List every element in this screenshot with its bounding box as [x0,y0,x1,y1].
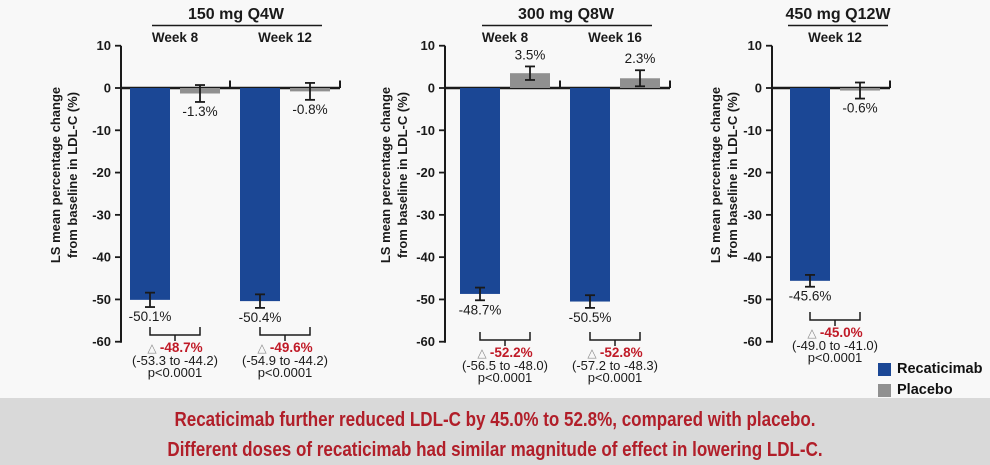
legend-item-placebo: Placebo [878,380,982,400]
panel-title: 150 mg Q4W [188,6,285,23]
y-tick-label: -40 [416,250,435,265]
value-label-placebo: -1.3% [182,104,217,119]
difference-label: △ -48.7% [147,340,202,355]
confidence-interval-label: (-57.2 to -48.3) [572,358,658,373]
value-label-placebo: -0.6% [842,101,877,116]
y-tick-label: -60 [416,334,435,349]
y-tick-label: -20 [416,165,435,180]
confidence-interval-label: (-56.5 to -48.0) [462,358,548,373]
difference-bracket [479,332,531,341]
difference-bracket [149,327,201,336]
y-tick-label: -50 [92,292,111,307]
p-value-label: p<0.0001 [808,350,863,365]
y-tick-label: -50 [743,292,762,307]
value-label-recaticimab: -48.7% [459,302,502,317]
value-label-placebo: 3.5% [515,47,546,62]
y-tick-label: 10 [97,38,111,53]
confidence-interval-label: (-53.3 to -44.2) [132,353,218,368]
bar-chart: 150 mg Q4W 10 0 -10 -20 -30 -40 -50 -60 LS mean p… [48,6,892,385]
week-label: Week 12 [258,30,312,45]
p-value-label: p<0.0001 [148,365,203,380]
difference-bracket [809,312,861,321]
value-label-placebo: 2.3% [625,51,656,66]
y-tick-label: -10 [743,123,762,138]
p-value-label: p<0.0001 [478,370,533,385]
y-axis-label: LS mean percentage change [708,87,723,263]
legend-item-recaticimab: Recaticimab [878,359,982,379]
difference-bracket [259,327,311,336]
confidence-interval-label: (-54.9 to -44.2) [242,353,328,368]
y-axis-label: LS mean percentage change [48,87,63,263]
y-tick-label: -30 [743,207,762,222]
y-tick-label: -50 [416,292,435,307]
y-tick-label: -60 [92,334,111,349]
y-tick-label: -20 [743,165,762,180]
value-label-recaticimab: -50.4% [239,310,282,325]
panel-title: 450 mg Q12W [786,6,892,23]
y-axis-label: from baseline in LDL-C (%) [725,92,740,258]
p-value-label: p<0.0001 [258,365,313,380]
week-label: Week 16 [588,30,642,45]
legend-label-placebo: Placebo [897,382,953,398]
difference-label: △ -52.8% [587,345,642,360]
week-label: Week 8 [152,30,199,45]
y-tick-label: -30 [92,207,111,222]
difference-label: △ -49.6% [257,340,312,355]
week-label: Week 12 [808,30,862,45]
bar-recaticimab [570,88,610,302]
difference-label: △ -45.0% [807,325,862,340]
value-label-placebo: -0.8% [292,102,327,117]
bar-recaticimab [790,88,830,281]
bar-recaticimab [130,88,170,300]
y-tick-label: -40 [92,250,111,265]
y-tick-label: -30 [416,207,435,222]
recaticimab-swatch-icon [878,362,891,376]
confidence-interval-label: (-49.0 to -41.0) [792,338,878,353]
y-tick-label: 0 [428,81,435,96]
y-axis-label: LS mean percentage change [378,87,393,263]
value-label-recaticimab: -50.1% [129,309,172,324]
bar-recaticimab [240,88,280,302]
y-tick-label: -40 [743,250,762,265]
value-label-recaticimab: -50.5% [569,310,612,325]
legend: Recaticimab Placebo [878,359,982,400]
placebo-swatch-icon [878,383,891,397]
summary-line-2: Different doses of recaticimab had simil… [167,438,823,461]
y-tick-label: -60 [743,334,762,349]
y-tick-label: 0 [755,81,762,96]
legend-label-recaticimab: Recaticimab [897,361,983,377]
y-tick-label: -20 [92,165,111,180]
p-value-label: p<0.0001 [588,370,643,385]
y-tick-label: 0 [104,81,111,96]
y-tick-label: -10 [416,123,435,138]
difference-label: △ -52.2% [477,345,532,360]
week-label: Week 8 [482,30,529,45]
bar-recaticimab [460,88,500,294]
y-tick-label: 10 [748,38,762,53]
value-label-recaticimab: -45.6% [789,289,832,304]
summary-line-1: Recaticimab further reduced LDL-C by 45.… [174,408,816,431]
y-axis-label: from baseline in LDL-C (%) [65,92,80,258]
panel-title: 300 mg Q8W [518,6,615,23]
y-axis-label: from baseline in LDL-C (%) [395,92,410,258]
y-tick-label: -10 [92,123,111,138]
summary-banner: Recaticimab further reduced LDL-C by 45.… [0,398,990,465]
difference-bracket [589,332,641,341]
y-tick-label: 10 [421,38,435,53]
